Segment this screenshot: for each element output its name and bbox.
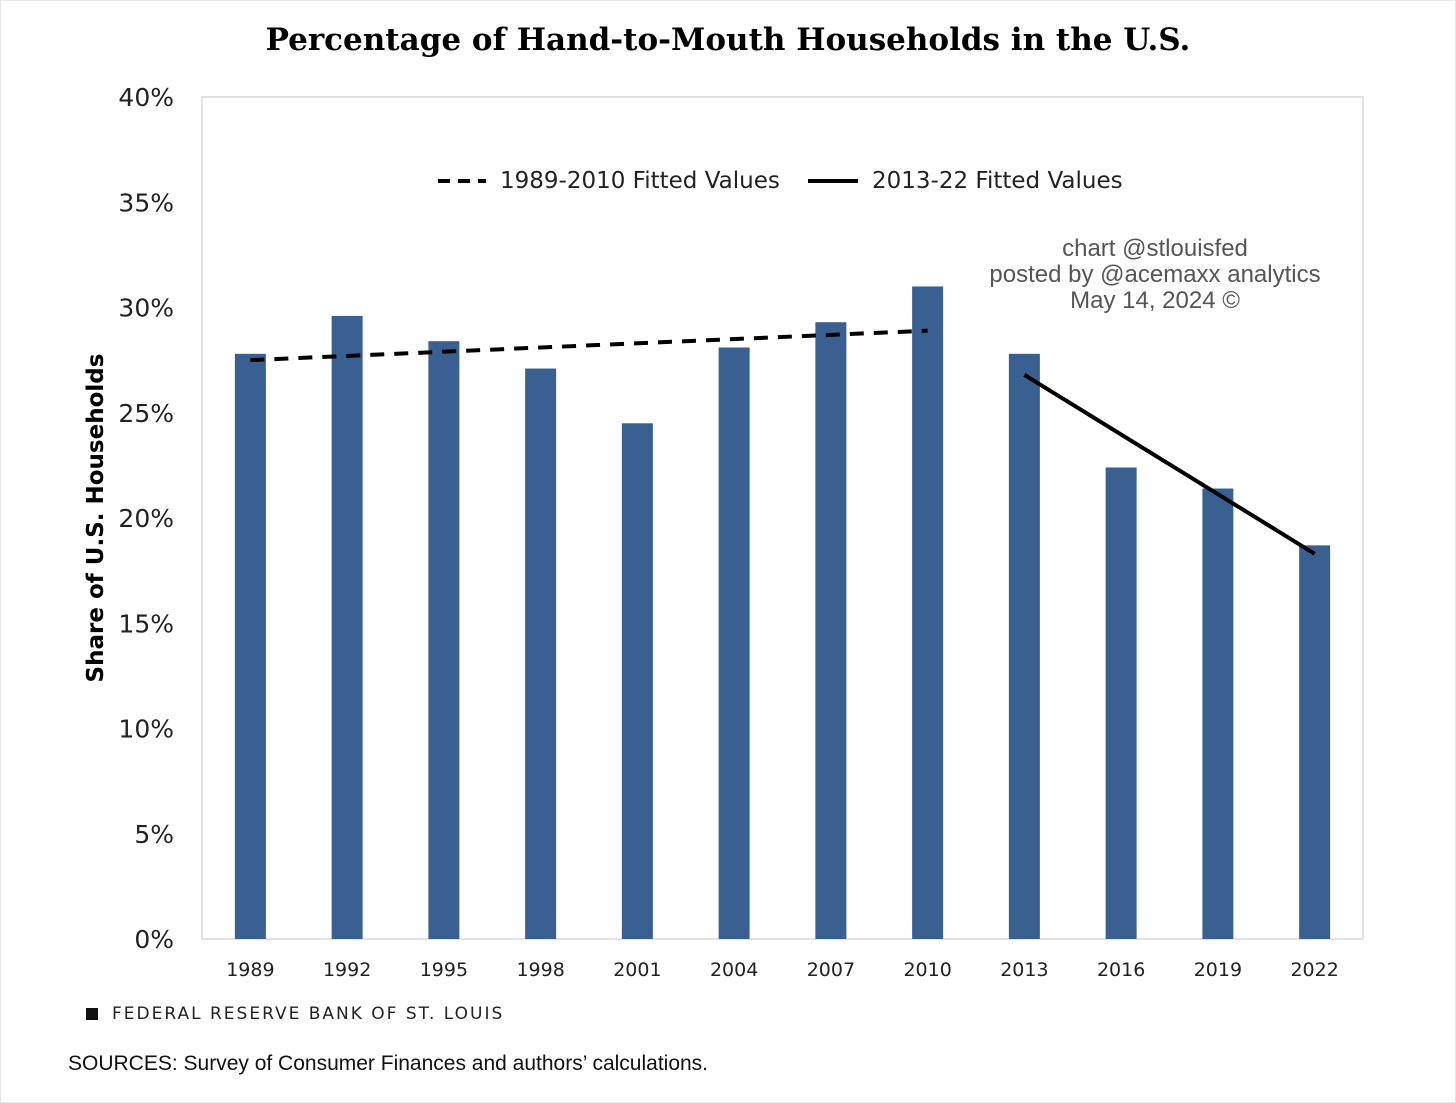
watermark-line-1: chart @stlouisfed xyxy=(1062,235,1248,262)
sources-note: SOURCES: Survey of Consumer Finances and… xyxy=(68,1052,709,1075)
bar-2013 xyxy=(1008,353,1040,939)
x-tick-label: 2016 xyxy=(1097,959,1145,981)
x-tick-label: 1995 xyxy=(420,959,468,981)
legend-item-dashed: 1989-2010 Fitted Values xyxy=(438,164,780,198)
fitted-line-1989-2010 xyxy=(250,328,928,363)
bar-2019 xyxy=(1202,488,1234,939)
bar-1989 xyxy=(234,353,266,939)
bar-2004 xyxy=(718,347,750,939)
legend-label-solid: 2013-22 Fitted Values xyxy=(872,168,1123,194)
x-tick-label: 2022 xyxy=(1290,959,1338,981)
brand-square-icon xyxy=(86,1008,98,1020)
bar-2022 xyxy=(1299,545,1331,939)
x-tick-label: 2001 xyxy=(613,959,661,981)
watermark: chart @stlouisfed posted by @acemaxx ana… xyxy=(955,236,1355,314)
x-tick-label: 1992 xyxy=(323,959,371,981)
plot-area xyxy=(201,96,1364,940)
bar-2001 xyxy=(621,423,653,939)
watermark-line-3: May 14, 2024 © xyxy=(1070,287,1240,314)
y-tick-label: 20% xyxy=(118,504,174,533)
watermark-line-2: posted by @acemaxx analytics xyxy=(989,261,1321,288)
y-tick-label: 35% xyxy=(118,188,174,217)
chart-title: Percentage of Hand-to-Mouth Households i… xyxy=(265,22,1191,58)
bar-2010 xyxy=(912,286,944,939)
x-tick-label: 1989 xyxy=(226,959,274,981)
legend: 1989-2010 Fitted Values 2013-22 Fitted V… xyxy=(0,164,1456,198)
legend-item-solid: 2013-22 Fitted Values xyxy=(808,164,1123,198)
y-tick-label: 5% xyxy=(134,820,174,849)
x-tick-label: 1998 xyxy=(516,959,564,981)
x-tick-label: 2007 xyxy=(807,959,855,981)
y-axis-label: Share of U.S. Households xyxy=(83,353,109,683)
x-tick-label: 2004 xyxy=(710,959,758,981)
x-tick-label: 2019 xyxy=(1194,959,1242,981)
legend-label-dashed: 1989-2010 Fitted Values xyxy=(500,168,780,194)
fitted-line-2013-22 xyxy=(1023,373,1316,556)
bar-1998 xyxy=(525,368,557,939)
y-tick-label: 25% xyxy=(118,399,174,428)
footer-brand: FEDERAL RESERVE BANK OF ST. LOUIS xyxy=(86,1004,504,1024)
y-tick-label: 0% xyxy=(134,925,174,954)
y-tick-label: 15% xyxy=(118,609,174,638)
bar-1992 xyxy=(331,315,363,939)
bar-1995 xyxy=(428,341,460,939)
x-tick-label: 2013 xyxy=(1000,959,1048,981)
bar-2016 xyxy=(1105,467,1137,939)
x-tick-label: 2010 xyxy=(903,959,951,981)
solid-line-icon xyxy=(808,179,858,183)
y-tick-label: 30% xyxy=(118,294,174,323)
bar-2007 xyxy=(815,322,847,939)
y-tick-label: 40% xyxy=(118,83,174,112)
dashed-line-icon xyxy=(438,179,486,183)
brand-text: FEDERAL RESERVE BANK OF ST. LOUIS xyxy=(112,1004,505,1024)
y-tick-label: 10% xyxy=(118,715,174,744)
